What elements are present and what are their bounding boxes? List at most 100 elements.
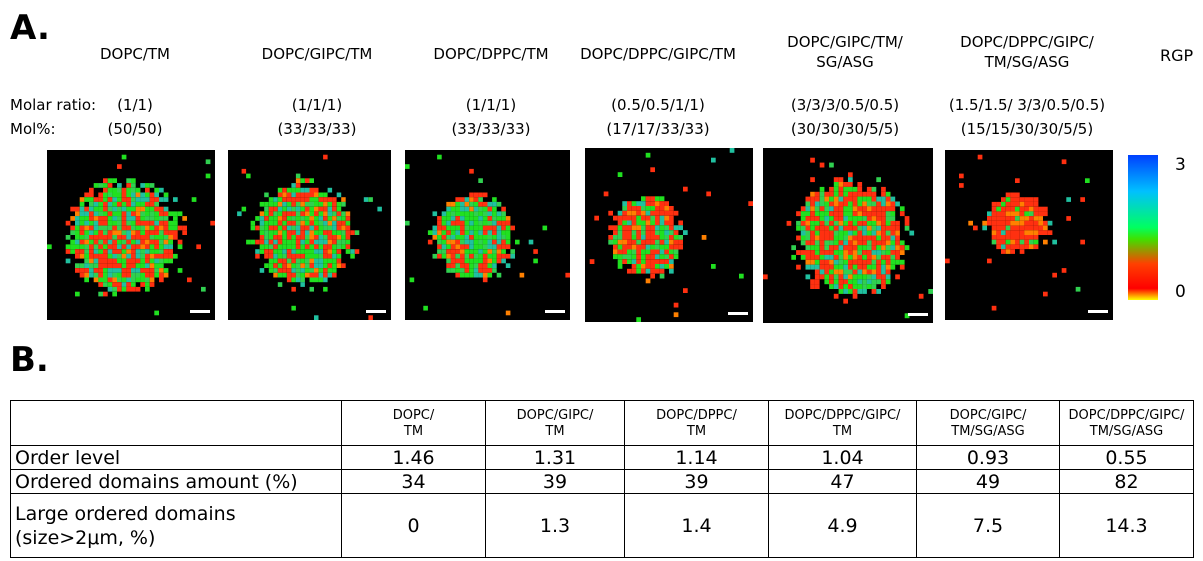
pixel (336, 216, 342, 221)
pixel (613, 235, 618, 240)
pixel (89, 225, 94, 231)
pixel (314, 235, 319, 240)
pixel (314, 206, 319, 212)
pixel (149, 244, 155, 250)
pixel (843, 225, 848, 231)
pixel (996, 220, 1001, 226)
pixel (295, 258, 301, 264)
pixel (805, 196, 811, 202)
pixel (84, 258, 89, 264)
pixel (492, 211, 497, 217)
pixel (273, 253, 278, 259)
pixel (843, 240, 848, 246)
pixel (890, 206, 896, 212)
pixel (126, 187, 131, 193)
pixel (871, 201, 877, 207)
pixel (121, 216, 127, 221)
pixel (103, 197, 108, 202)
pixel (838, 225, 844, 231)
pixel (112, 239, 117, 245)
pixel (464, 263, 470, 268)
pixel (163, 244, 169, 250)
pixel (103, 192, 108, 198)
pixel (107, 282, 113, 287)
pixel (103, 282, 108, 287)
pixel (829, 230, 834, 236)
pixel (112, 244, 117, 250)
pixel (305, 253, 310, 259)
table-cell: 1.46 (341, 445, 486, 470)
pixel (819, 230, 825, 236)
pixel (450, 206, 456, 212)
pixel (890, 235, 896, 241)
pixel (650, 239, 655, 245)
pixel (805, 274, 811, 280)
pixel (140, 249, 145, 254)
pixel (478, 268, 483, 273)
pixel (866, 250, 872, 255)
pixel (268, 211, 274, 217)
pixel (487, 201, 493, 207)
pixel (885, 206, 891, 212)
pixel (159, 220, 164, 226)
pixel (309, 239, 314, 245)
pixel (332, 216, 337, 221)
pixel (84, 249, 89, 254)
pixel (286, 201, 292, 207)
pixel (664, 254, 669, 260)
pixel (295, 268, 301, 273)
pixel (857, 235, 863, 241)
pixel (800, 216, 806, 221)
table-cell: 1.31 (485, 445, 625, 470)
pixel (79, 220, 85, 226)
pixel (121, 220, 127, 226)
pixel (286, 258, 292, 264)
pixel (168, 249, 173, 254)
pixel (84, 235, 89, 240)
pixel (140, 230, 145, 235)
pixel (655, 259, 660, 264)
pixel (300, 192, 305, 198)
microscopy-image (945, 150, 1113, 320)
pixel (650, 201, 655, 206)
pixel (1015, 192, 1020, 198)
pixel (838, 186, 844, 192)
pixel (98, 220, 103, 226)
pixel (824, 264, 830, 270)
pixel (473, 201, 479, 207)
pixel (268, 225, 274, 231)
pixel (65, 249, 71, 254)
pixel (810, 235, 815, 241)
pixel (810, 264, 815, 270)
pixel (890, 196, 896, 202)
pixel (441, 253, 447, 259)
pixel (277, 239, 283, 245)
pixel (1005, 192, 1011, 198)
pixel (255, 249, 260, 254)
pixel (871, 191, 877, 197)
pixel (1038, 211, 1043, 217)
pixel (678, 225, 683, 231)
pixel (103, 211, 108, 217)
pixel (673, 239, 679, 245)
pixel (345, 230, 351, 235)
pixel (617, 172, 623, 177)
pixel (295, 244, 301, 250)
pixel (135, 268, 141, 273)
pixel (84, 197, 89, 202)
molar-ratio: (1/1) (117, 96, 153, 114)
pixel (469, 220, 474, 226)
pixel (631, 206, 637, 211)
pixel (98, 206, 103, 212)
pixel (79, 239, 85, 245)
pixel (673, 249, 679, 255)
pixel (131, 239, 136, 245)
pixel (496, 272, 502, 278)
pixel (1001, 225, 1006, 231)
pixel (350, 249, 355, 254)
pixel (126, 272, 131, 278)
pixel (996, 225, 1001, 231)
pixel (273, 235, 278, 240)
pixel (154, 263, 159, 268)
pixel (492, 244, 497, 250)
